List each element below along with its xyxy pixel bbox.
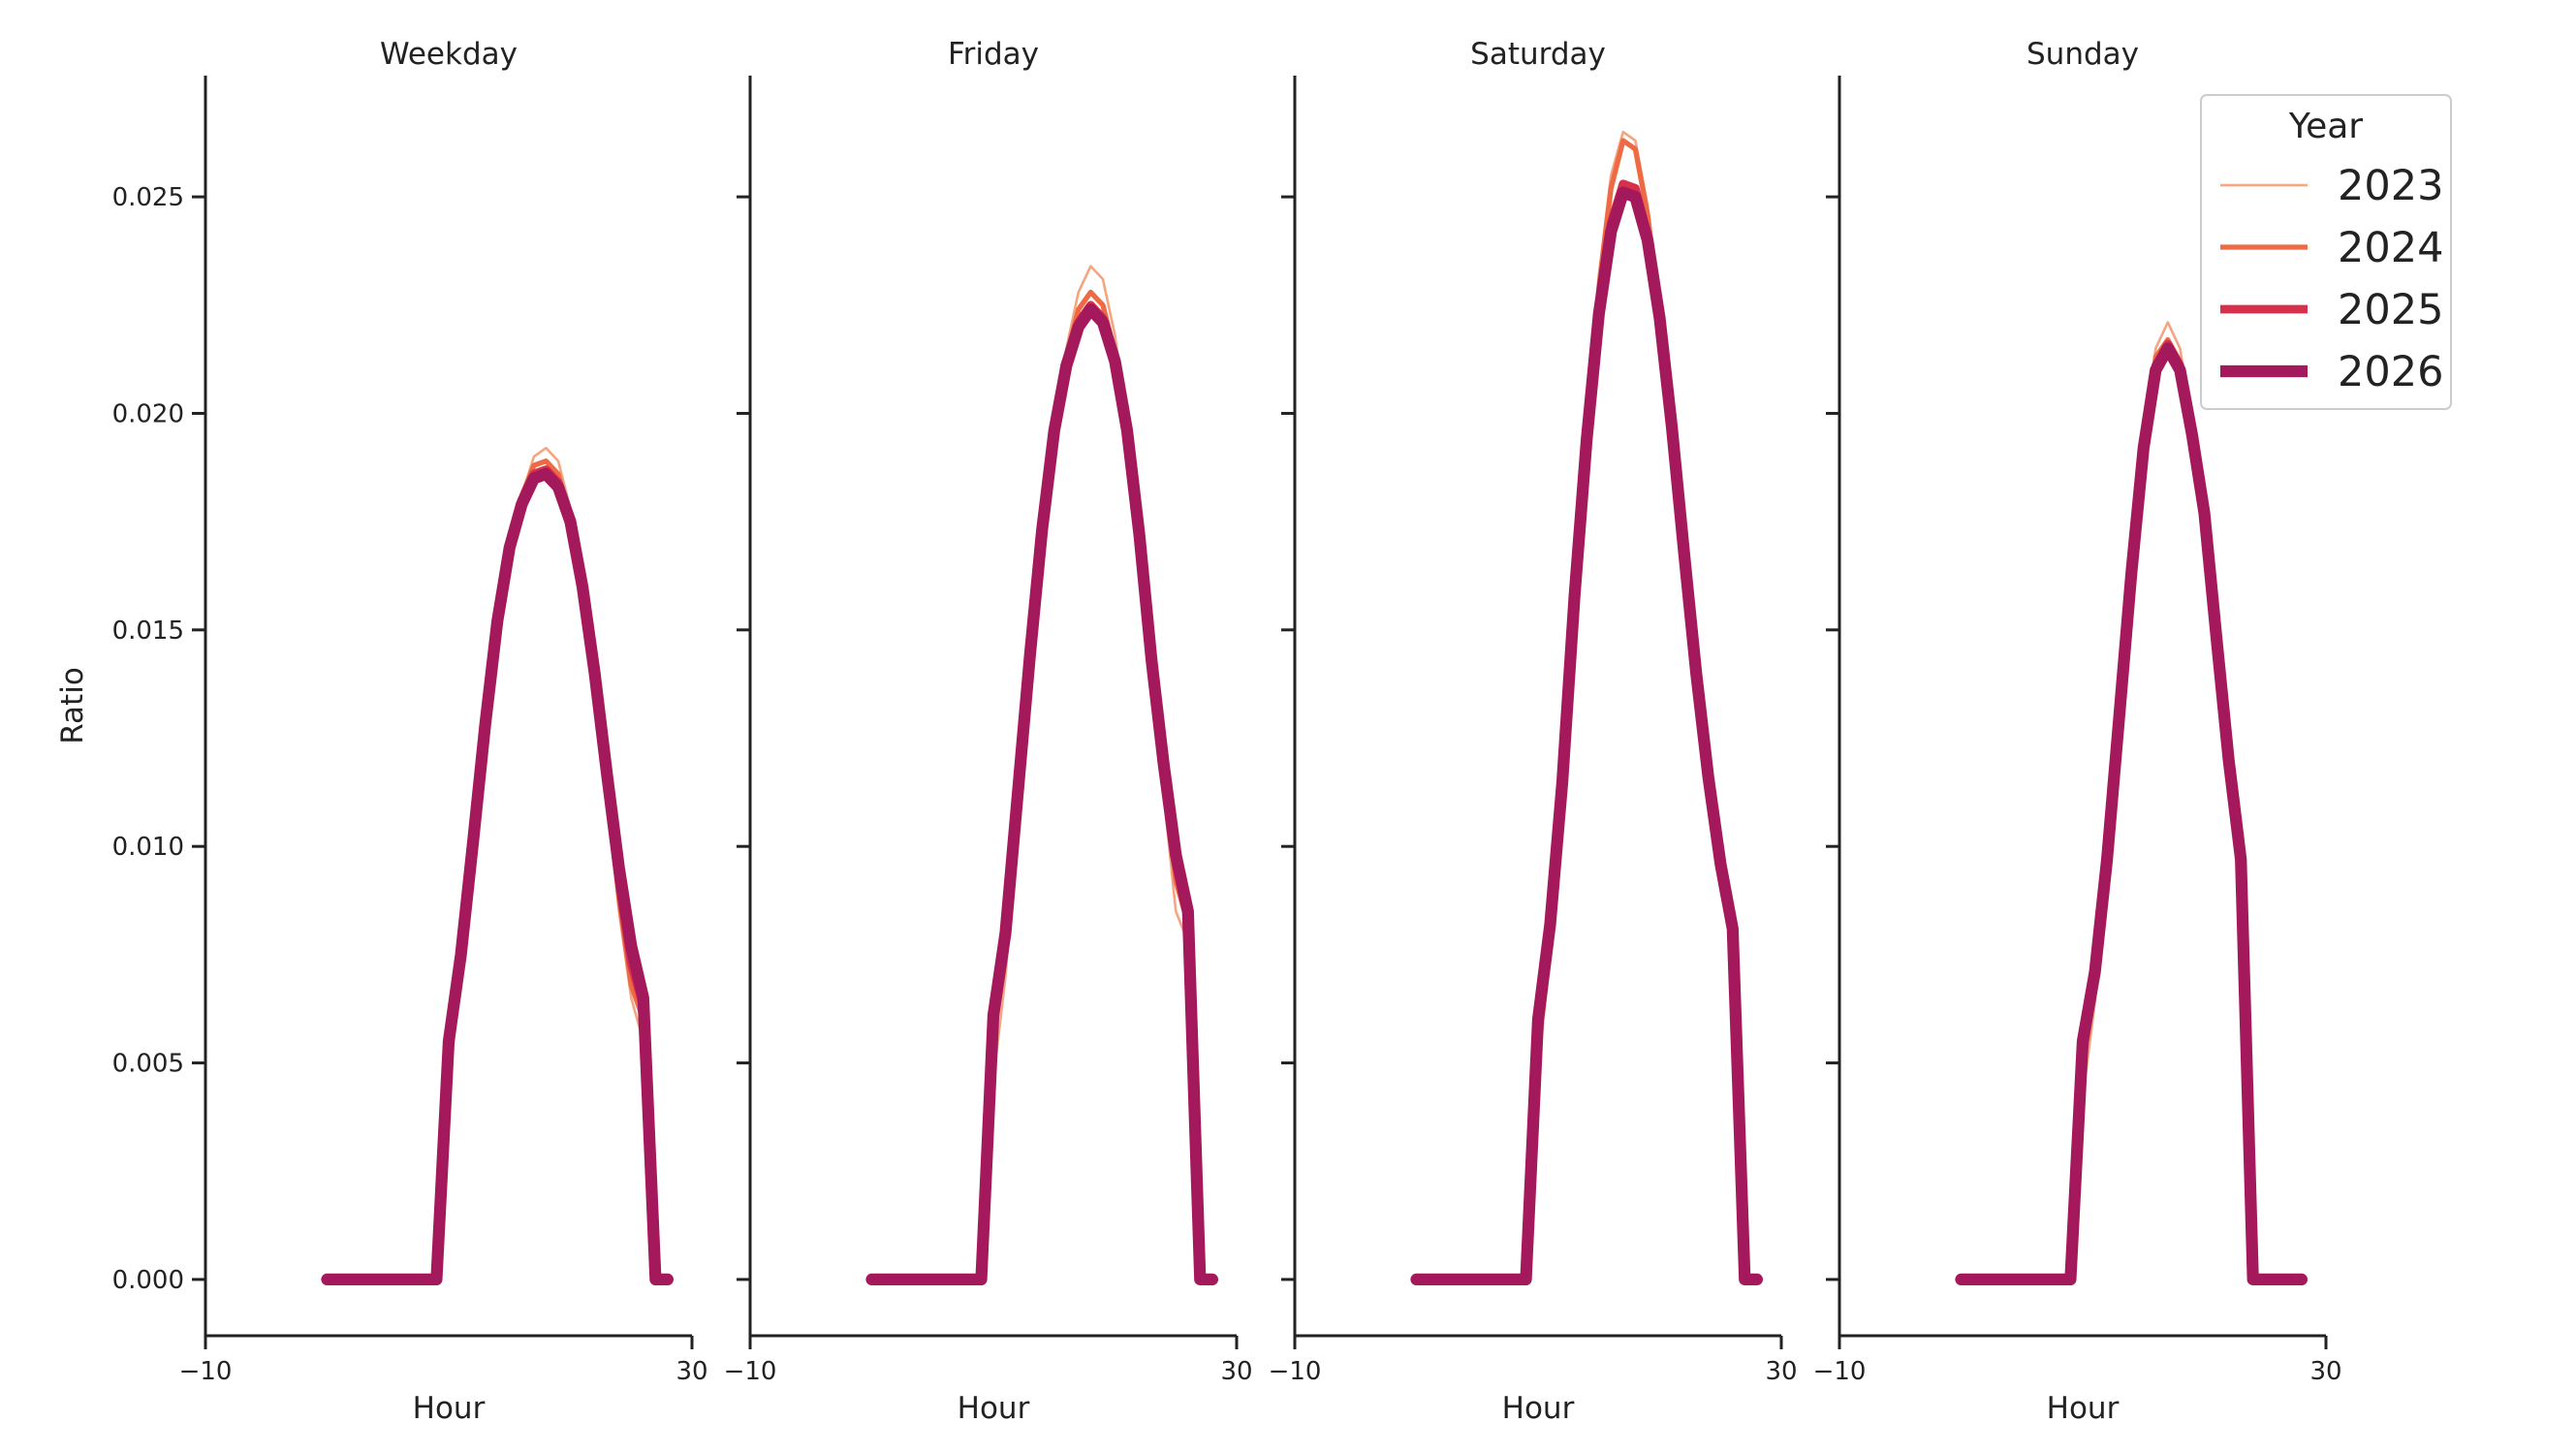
legend-frame: [2200, 94, 2452, 410]
x-tick-label: 30: [1220, 1357, 1252, 1386]
legend-items: 2023 2024 2025 2026: [2220, 162, 2443, 396]
panel-title: Weekday: [380, 37, 518, 72]
y-tick-label: 0.015: [112, 616, 184, 646]
x-axis-label: Hour: [2047, 1391, 2120, 1426]
legend-label: 2024: [2338, 224, 2443, 272]
panel-title: Sunday: [2026, 37, 2139, 72]
y-tick-label: 0.005: [112, 1050, 184, 1079]
series-line-2026: [321, 467, 675, 1286]
y-tick-label: 0.000: [112, 1266, 184, 1295]
x-tick-label: 30: [2309, 1357, 2341, 1386]
x-axis-label: Hour: [413, 1391, 486, 1426]
panels: Weekday 0.000 0.005 0.010 0.015 0.020 0.025 −10…: [112, 37, 2342, 1426]
legend-item-2024: 2024: [2220, 224, 2443, 272]
panel-saturday: Saturday −10 30 Hour: [1269, 37, 1798, 1426]
series-line-2026: [865, 303, 1219, 1286]
y-tick-label: 0.025: [112, 183, 184, 212]
series-line-2026: [1955, 342, 2309, 1286]
panel-weekday: Weekday 0.000 0.005 0.010 0.015 0.020 0.025 −10…: [112, 37, 708, 1426]
legend-title: Year: [2288, 107, 2363, 146]
x-tick-label: 30: [675, 1357, 707, 1386]
panel-title: Friday: [948, 37, 1039, 72]
y-tick-label: 0.020: [112, 399, 184, 428]
x-tick-label: −10: [179, 1357, 233, 1386]
x-tick-label: −10: [1269, 1357, 1322, 1386]
panel-friday: Friday −10 30 Hour: [724, 37, 1253, 1426]
x-tick-label: −10: [1813, 1357, 1867, 1386]
series-line-2025: [867, 300, 1217, 1284]
legend-item-2023: 2023: [2220, 162, 2443, 210]
series-line-2026: [1410, 186, 1764, 1286]
legend-label: 2025: [2338, 286, 2443, 334]
legend: Year 2023 2024 2025 2026: [2200, 94, 2452, 410]
legend-label: 2023: [2338, 162, 2443, 210]
legend-label: 2026: [2338, 348, 2443, 396]
x-axis-label: Hour: [1502, 1391, 1575, 1426]
panel-sunday: Sunday −10 30 Hour: [1813, 37, 2342, 1426]
y-axis-label: Ratio: [55, 667, 90, 744]
legend-item-2026: 2026: [2220, 348, 2443, 396]
legend-item-2025: 2025: [2220, 286, 2443, 334]
x-tick-label: −10: [724, 1357, 777, 1386]
panel-title: Saturday: [1470, 37, 1606, 72]
x-axis-label: Hour: [958, 1391, 1030, 1426]
x-tick-label: 30: [1765, 1357, 1797, 1386]
y-tick-label: 0.010: [112, 833, 184, 862]
